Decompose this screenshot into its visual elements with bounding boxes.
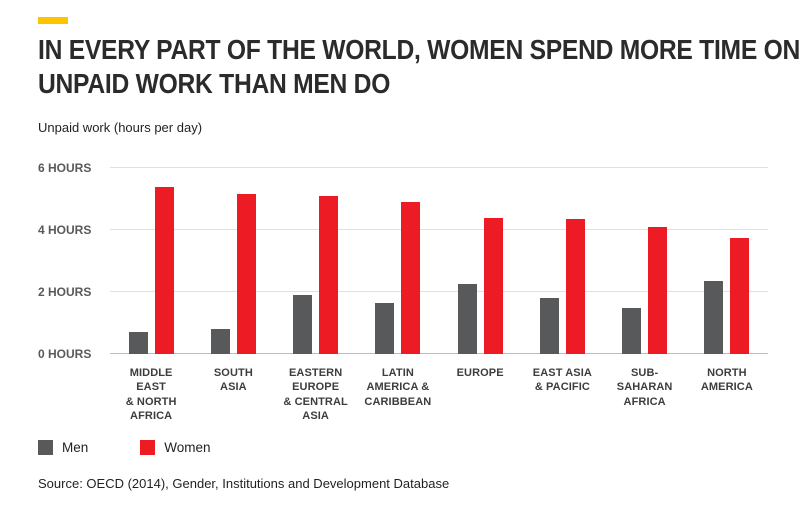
bar-women bbox=[319, 195, 339, 354]
category-labels: MIDDLE EAST & NORTH AFRICA SOUTH ASIA EAST… bbox=[110, 366, 768, 423]
bar-group bbox=[439, 168, 521, 354]
gridline-4 bbox=[110, 229, 768, 230]
y-tick-label-2: 2 HOURS bbox=[38, 285, 92, 299]
legend: Men Women bbox=[38, 440, 211, 455]
bar-women bbox=[401, 202, 421, 354]
bar-women bbox=[483, 217, 503, 354]
bar-group bbox=[192, 168, 274, 354]
bar-women bbox=[730, 237, 750, 354]
bar-groups bbox=[110, 168, 768, 354]
gridline-2 bbox=[110, 291, 768, 292]
category-label: NORTH AMERICA bbox=[700, 367, 753, 394]
bar-men bbox=[210, 329, 230, 354]
bar-chart: 0 HOURS 2 HOURS 4 HOURS 6 HOURS MIDDLE EAST… bbox=[38, 161, 768, 423]
bar-group bbox=[686, 168, 768, 354]
category-label: SOUTH ASIA bbox=[213, 367, 253, 394]
bar-group bbox=[357, 168, 439, 354]
plot-area: 0 HOURS 2 HOURS 4 HOURS 6 HOURS bbox=[38, 161, 768, 361]
category-label: SUB-SAHARAN AFRICA bbox=[616, 367, 673, 408]
legend-item-women: Women bbox=[140, 440, 211, 455]
bar-women bbox=[565, 219, 585, 354]
bar-men bbox=[704, 281, 724, 354]
category-label: EAST ASIA & PACIFIC bbox=[532, 367, 592, 394]
page-title-line1: IN EVERY PART OF THE WORLD, WOMEN SPEND … bbox=[38, 34, 800, 65]
bar-group bbox=[275, 168, 357, 354]
category-label: LATIN AMERICA & CARIBBEAN bbox=[364, 367, 432, 408]
bar-women bbox=[236, 194, 256, 354]
y-tick-label-0: 0 HOURS bbox=[38, 347, 92, 361]
bar-women bbox=[154, 186, 174, 354]
bar-men bbox=[539, 298, 559, 354]
y-tick-label-4: 4 HOURS bbox=[38, 223, 92, 237]
bar-men bbox=[128, 332, 148, 354]
legend-item-men: Men bbox=[38, 440, 88, 455]
bar-group bbox=[604, 168, 686, 354]
axis-note: Unpaid work (hours per day) bbox=[38, 120, 203, 135]
page-title: IN EVERY PART OF THE WORLD, WOMEN SPEND … bbox=[38, 33, 800, 101]
bar-group bbox=[521, 168, 603, 354]
bar-men bbox=[375, 302, 395, 354]
category-label: EUROPE bbox=[456, 367, 504, 379]
legend-swatch-men bbox=[38, 440, 53, 455]
bar-men bbox=[622, 307, 642, 354]
category-label: EASTERN EUROPE & CENTRAL ASIA bbox=[283, 367, 348, 422]
gridline-6 bbox=[110, 167, 768, 168]
legend-label-men: Men bbox=[62, 440, 89, 455]
source-note: Source: OECD (2014), Gender, Institution… bbox=[38, 476, 450, 491]
legend-swatch-women bbox=[140, 440, 156, 455]
legend-label-women: Women bbox=[164, 440, 211, 455]
category-label: MIDDLE EAST & NORTH AFRICA bbox=[125, 367, 177, 422]
bar-group bbox=[110, 168, 192, 354]
bar-men bbox=[457, 284, 477, 354]
accent-bar bbox=[38, 17, 68, 24]
y-tick-label-6: 6 HOURS bbox=[38, 161, 92, 175]
gridline-0 bbox=[110, 353, 768, 354]
page-title-line2: UNPAID WORK THAN MEN DO bbox=[38, 68, 391, 100]
bar-men bbox=[293, 295, 313, 354]
bar-women bbox=[648, 226, 668, 354]
